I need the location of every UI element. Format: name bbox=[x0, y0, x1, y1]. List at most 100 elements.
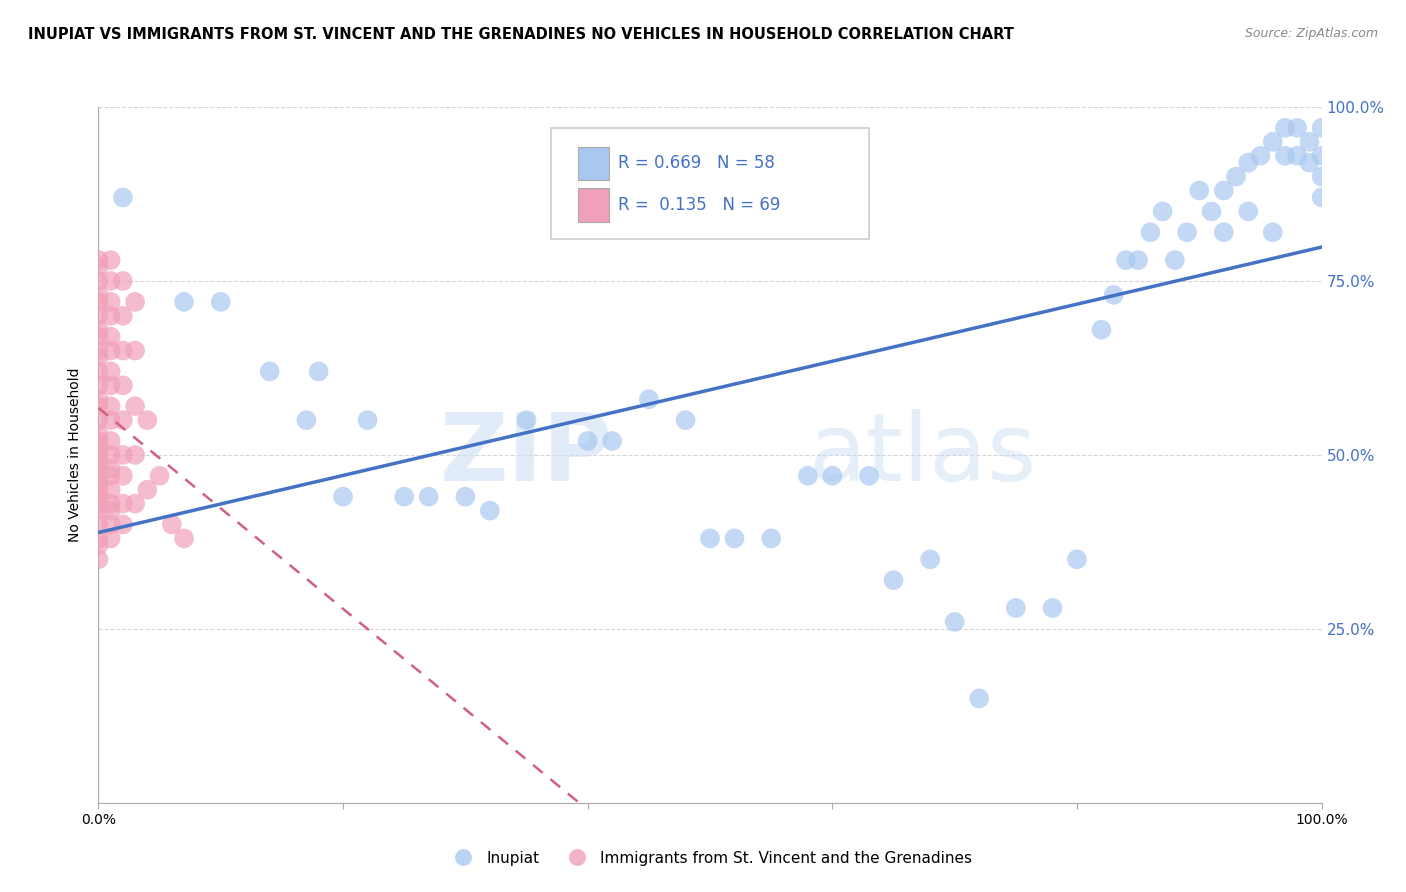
Point bbox=[1128, 253, 1150, 268]
Point bbox=[100, 378, 122, 392]
Point bbox=[111, 274, 134, 288]
Text: atlas: atlas bbox=[808, 409, 1036, 501]
Point bbox=[100, 253, 122, 268]
Point bbox=[1274, 120, 1296, 135]
Point bbox=[1201, 204, 1223, 219]
Point bbox=[111, 190, 134, 204]
Point bbox=[209, 294, 232, 309]
Point bbox=[100, 343, 122, 358]
Point bbox=[87, 448, 110, 462]
Point bbox=[87, 427, 110, 442]
Point bbox=[160, 517, 183, 532]
Point bbox=[100, 329, 122, 343]
Point bbox=[87, 294, 110, 309]
Point bbox=[1310, 190, 1333, 204]
Point bbox=[111, 468, 134, 483]
Point bbox=[1212, 225, 1234, 239]
Point bbox=[87, 323, 110, 337]
Point bbox=[87, 399, 110, 413]
Point bbox=[87, 329, 110, 343]
Point bbox=[87, 378, 110, 392]
Point bbox=[1212, 184, 1234, 198]
Point bbox=[87, 462, 110, 476]
Point bbox=[675, 413, 697, 427]
Point bbox=[87, 490, 110, 504]
Point bbox=[87, 441, 110, 455]
Point bbox=[87, 517, 110, 532]
Point bbox=[100, 309, 122, 323]
Point bbox=[100, 294, 122, 309]
Text: ZIP: ZIP bbox=[439, 409, 612, 501]
Point bbox=[100, 274, 122, 288]
Point bbox=[308, 364, 330, 378]
Point bbox=[1310, 169, 1333, 184]
Point bbox=[149, 468, 172, 483]
Point bbox=[87, 351, 110, 365]
Point bbox=[100, 503, 122, 517]
Point bbox=[858, 468, 880, 483]
Point bbox=[100, 413, 122, 427]
Text: R =  0.135   N = 69: R = 0.135 N = 69 bbox=[619, 196, 780, 214]
Point bbox=[1090, 323, 1112, 337]
Point bbox=[173, 294, 195, 309]
Point bbox=[87, 475, 110, 490]
Point bbox=[699, 532, 721, 546]
Point bbox=[332, 490, 354, 504]
Point bbox=[1066, 552, 1088, 566]
Text: R = 0.669   N = 58: R = 0.669 N = 58 bbox=[619, 154, 775, 172]
Point bbox=[943, 615, 966, 629]
Point bbox=[515, 413, 537, 427]
Point bbox=[87, 288, 110, 302]
Point bbox=[87, 434, 110, 448]
Point bbox=[87, 532, 110, 546]
Point bbox=[356, 413, 378, 427]
Point bbox=[920, 552, 942, 566]
Point bbox=[761, 532, 783, 546]
Point bbox=[797, 468, 820, 483]
Point bbox=[967, 691, 990, 706]
Point bbox=[100, 532, 122, 546]
Point bbox=[576, 434, 599, 448]
Bar bbox=[578, 146, 609, 180]
Point bbox=[454, 490, 477, 504]
Point bbox=[392, 490, 416, 504]
Point bbox=[124, 399, 146, 413]
Point bbox=[100, 517, 122, 532]
Point bbox=[638, 392, 661, 407]
Point bbox=[100, 399, 122, 413]
Point bbox=[111, 517, 134, 532]
Point bbox=[723, 532, 745, 546]
Point bbox=[111, 378, 134, 392]
Bar bbox=[578, 188, 609, 222]
Point bbox=[1237, 204, 1260, 219]
Text: INUPIAT VS IMMIGRANTS FROM ST. VINCENT AND THE GRENADINES NO VEHICLES IN HOUSEHO: INUPIAT VS IMMIGRANTS FROM ST. VINCENT A… bbox=[28, 27, 1014, 42]
Point bbox=[111, 497, 134, 511]
Point bbox=[111, 448, 134, 462]
Point bbox=[173, 532, 195, 546]
Point bbox=[1298, 135, 1320, 149]
Point bbox=[87, 497, 110, 511]
Point bbox=[100, 483, 122, 497]
Point bbox=[1102, 288, 1125, 302]
Point bbox=[136, 483, 159, 497]
Point bbox=[87, 538, 110, 552]
Point bbox=[600, 434, 623, 448]
Point bbox=[1286, 120, 1309, 135]
Point bbox=[100, 468, 122, 483]
Point bbox=[87, 455, 110, 469]
Point bbox=[124, 343, 146, 358]
Point bbox=[87, 274, 110, 288]
Point bbox=[111, 413, 134, 427]
Point bbox=[87, 260, 110, 274]
FancyBboxPatch shape bbox=[551, 128, 869, 239]
Point bbox=[87, 468, 110, 483]
Point bbox=[100, 462, 122, 476]
Point bbox=[1237, 155, 1260, 169]
Point bbox=[87, 503, 110, 517]
Legend: Inupiat, Immigrants from St. Vincent and the Grenadines: Inupiat, Immigrants from St. Vincent and… bbox=[441, 845, 979, 871]
Point bbox=[259, 364, 281, 378]
Point bbox=[1115, 253, 1137, 268]
Point bbox=[87, 253, 110, 268]
Point bbox=[1286, 149, 1309, 163]
Point bbox=[1249, 149, 1271, 163]
